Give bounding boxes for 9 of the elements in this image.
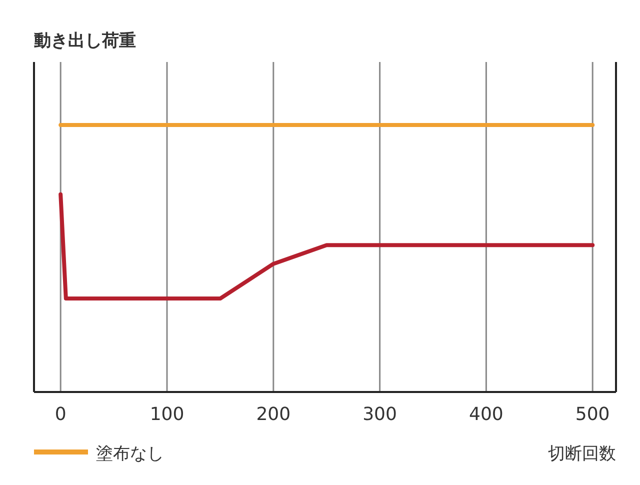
x-tick-label: 0: [54, 404, 66, 425]
legend-label: 塗布なし: [96, 444, 164, 464]
x-axis-title: 切断回数: [548, 444, 616, 464]
x-tick-label: 300: [362, 404, 397, 425]
x-tick-label: 200: [256, 404, 291, 425]
x-tick-label: 100: [150, 404, 184, 425]
y-axis-title: 動き出し荷重: [33, 31, 136, 51]
x-tick-label: 500: [575, 404, 610, 425]
x-tick-label: 400: [469, 404, 504, 425]
